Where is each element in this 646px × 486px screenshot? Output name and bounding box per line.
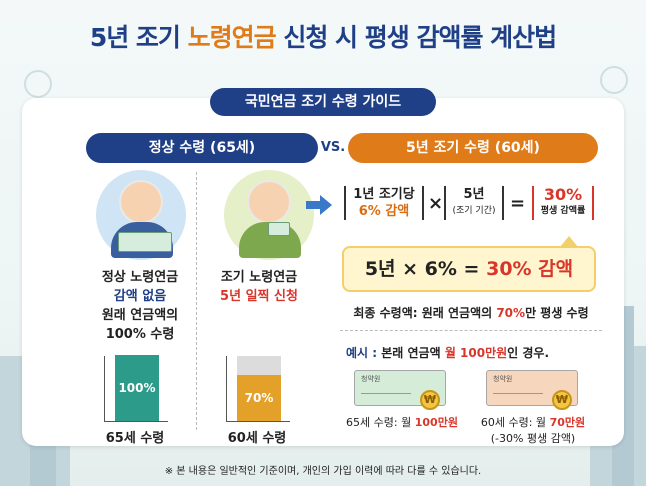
final-amount-text: 최종 수령액: 원래 연금액의 70%만 평생 수령: [353, 306, 589, 320]
times-sign: ×: [428, 193, 444, 214]
formula-rate-line2: 6% 감액: [358, 204, 410, 219]
guide-ribbon: 국민연금 조기 수령 가이드: [210, 88, 436, 116]
example-normal-label: 65세 수령: 월 100만원: [346, 416, 458, 429]
cheque-text: 청약원: [361, 375, 381, 383]
coin-outline-icon: [600, 66, 628, 94]
formula-years-line1: 5년: [463, 187, 485, 202]
cheque-illustration: 청약원: [486, 370, 578, 406]
example-early-note: (-30% 평생 감액): [490, 432, 576, 445]
cheque-icon: [118, 232, 172, 252]
title-highlight: 노령연금: [187, 23, 277, 52]
calc-expression: 5년 × 6% =: [364, 258, 487, 280]
equals-sign: =: [510, 193, 526, 214]
column-divider: [196, 172, 197, 430]
calculation-callout: 5년 × 6% = 30% 감액: [342, 246, 596, 292]
formula-years-box: 5년 (조기 기간): [444, 186, 504, 220]
cheque-line: [361, 393, 411, 394]
formula-result-box: 30% 평생 감액률: [532, 186, 594, 220]
normal-line3: 원래 연금액의: [101, 308, 179, 323]
elderly-man-illustration: [239, 180, 301, 258]
cheque-text: 청약원: [493, 375, 513, 383]
head-icon: [247, 180, 291, 224]
coin-outline-icon: [24, 70, 52, 98]
won-coin-icon: ₩: [552, 390, 572, 410]
formula-rate-box: 1년 조기당 6% 감액: [344, 186, 424, 220]
footer-note: ※ 본 내용은 일반적인 기준이며, 개인의 가입 이력에 따라 다를 수 있습…: [164, 466, 482, 477]
cheque-line: [493, 393, 543, 394]
vs-label: VS.: [320, 140, 346, 155]
cheque-icon: [268, 222, 290, 236]
early-bar-chart: 70%: [226, 356, 290, 422]
page-title: 5년 조기 노령연금 신청 시 평생 감액률 계산법: [0, 18, 646, 54]
early-description: 조기 노령연금 5년 일찍 신청: [206, 268, 312, 306]
bar-100: 100%: [115, 355, 159, 421]
normal-description: 정상 노령연금 감액 없음 원래 연금액의 100% 수령: [80, 268, 200, 344]
early-header: 5년 조기 수령 (60세): [348, 133, 598, 163]
example-text: 예시 : 본래 연금액 월 100만원인 경우.: [346, 346, 550, 360]
won-coin-icon: ₩: [420, 390, 440, 410]
example-early-label: 60세 수령: 월 70만원 (-30% 평생 감액): [470, 414, 596, 446]
arrow-right-icon: [306, 195, 332, 215]
normal-axis-label: 65세 수령: [105, 431, 165, 446]
normal-line2: 감액 없음: [113, 289, 167, 304]
title-part: 신청 시 평생 감액률 계산법: [275, 23, 557, 52]
callout-notch: [560, 236, 578, 247]
formula-result-line2: 평생 감액률: [540, 206, 586, 216]
early-axis-label: 60세 수령: [227, 431, 287, 446]
normal-line4: 100% 수령: [105, 327, 175, 342]
head-icon: [119, 180, 163, 224]
early-line1: 조기 노령연금: [220, 270, 298, 285]
title-part: 5년 조기: [89, 23, 188, 52]
bar-70: 70%: [237, 374, 281, 421]
normal-header: 정상 수령 (65세): [86, 133, 318, 163]
normal-line1: 정상 노령연금: [101, 270, 179, 285]
section-divider: [340, 330, 602, 331]
normal-bar-chart: 100%: [104, 355, 168, 422]
calc-result: 30% 감액: [486, 258, 574, 280]
formula-result-line1: 30%: [543, 185, 583, 204]
early-line2: 5년 일찍 신청: [220, 289, 298, 304]
formula-years-line2: (조기 기간): [452, 206, 496, 216]
formula-rate-line1: 1년 조기당: [353, 187, 415, 202]
